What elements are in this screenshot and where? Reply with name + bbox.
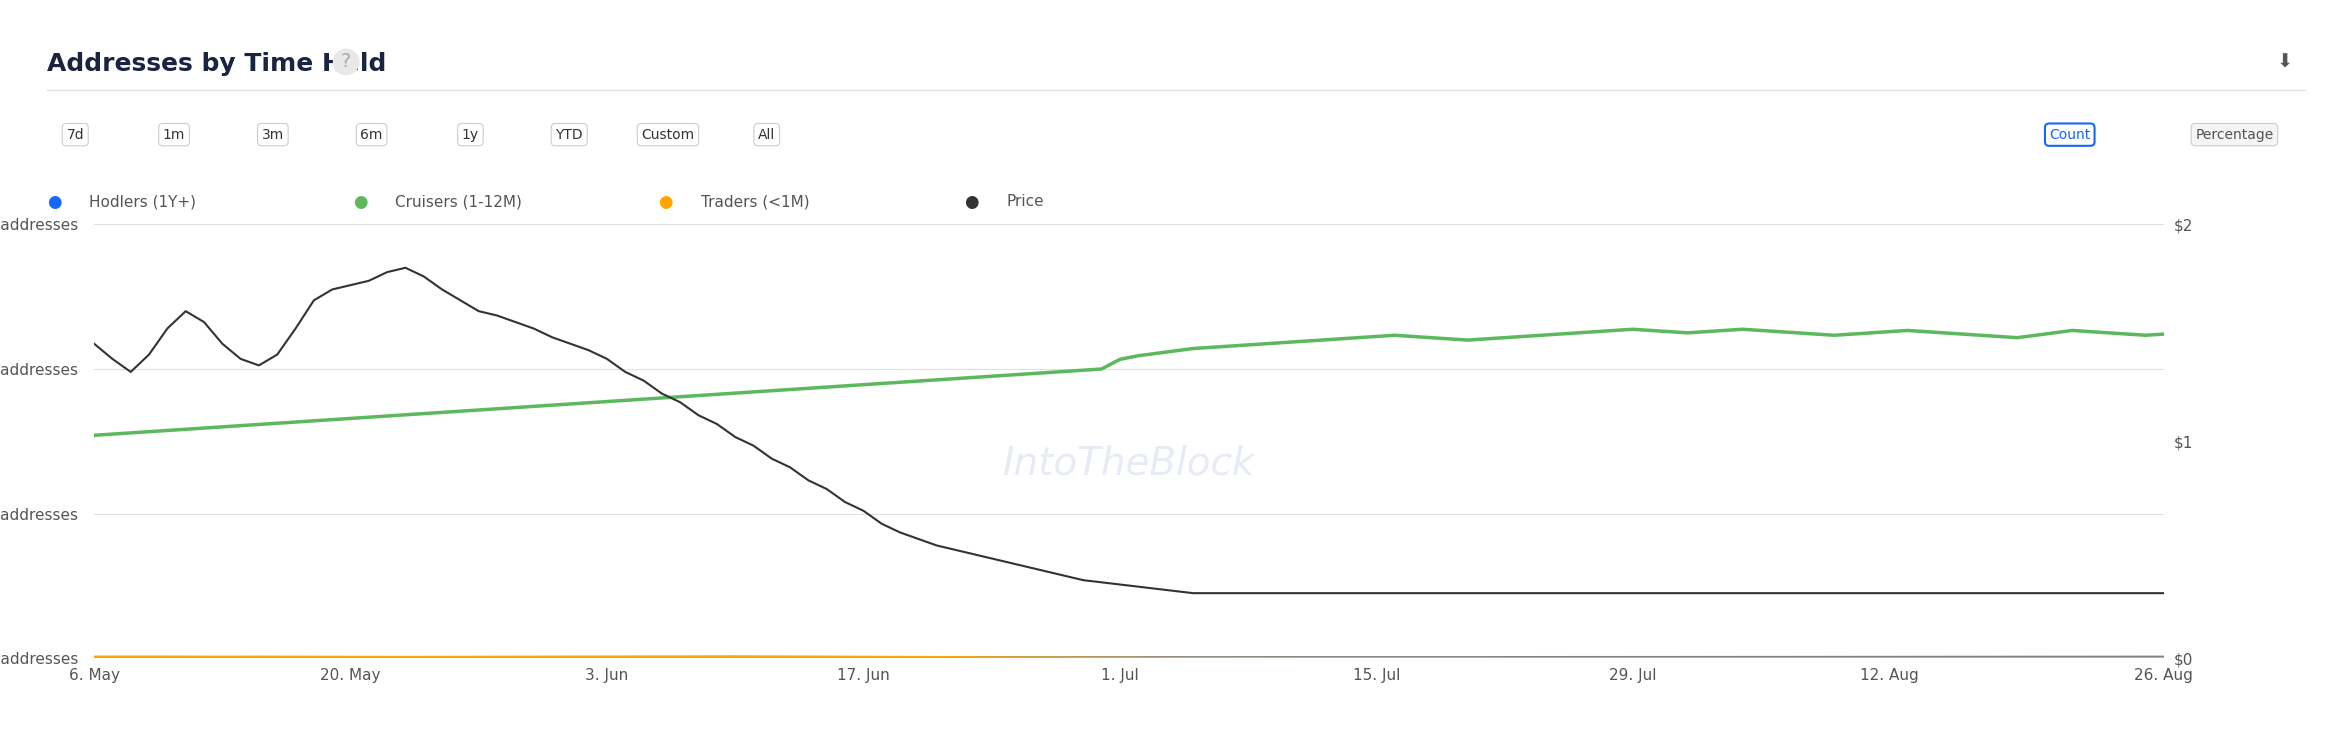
Text: Cruisers (1-12M): Cruisers (1-12M) xyxy=(395,194,522,209)
Text: Count: Count xyxy=(2049,128,2091,141)
Text: YTD: YTD xyxy=(555,128,583,141)
Text: Percentage: Percentage xyxy=(2194,128,2274,141)
Text: ●: ● xyxy=(353,193,367,211)
Text: 7d: 7d xyxy=(66,128,85,141)
Text: 6m: 6m xyxy=(360,128,383,141)
Text: Price: Price xyxy=(1007,194,1044,209)
Text: ⬇: ⬇ xyxy=(2277,52,2293,71)
Text: 3m: 3m xyxy=(261,128,285,141)
Text: ●: ● xyxy=(47,193,61,211)
Text: Custom: Custom xyxy=(642,128,694,141)
Text: IntoTheBlock: IntoTheBlock xyxy=(1002,444,1256,482)
Text: ?: ? xyxy=(341,52,350,71)
Text: Addresses by Time Held: Addresses by Time Held xyxy=(47,52,386,76)
Text: Hodlers (1Y+): Hodlers (1Y+) xyxy=(89,194,195,209)
Text: Traders (<1M): Traders (<1M) xyxy=(701,194,809,209)
Text: 1m: 1m xyxy=(162,128,186,141)
Text: ●: ● xyxy=(964,193,978,211)
Text: 1y: 1y xyxy=(461,128,480,141)
Text: ●: ● xyxy=(659,193,673,211)
Text: All: All xyxy=(757,128,776,141)
